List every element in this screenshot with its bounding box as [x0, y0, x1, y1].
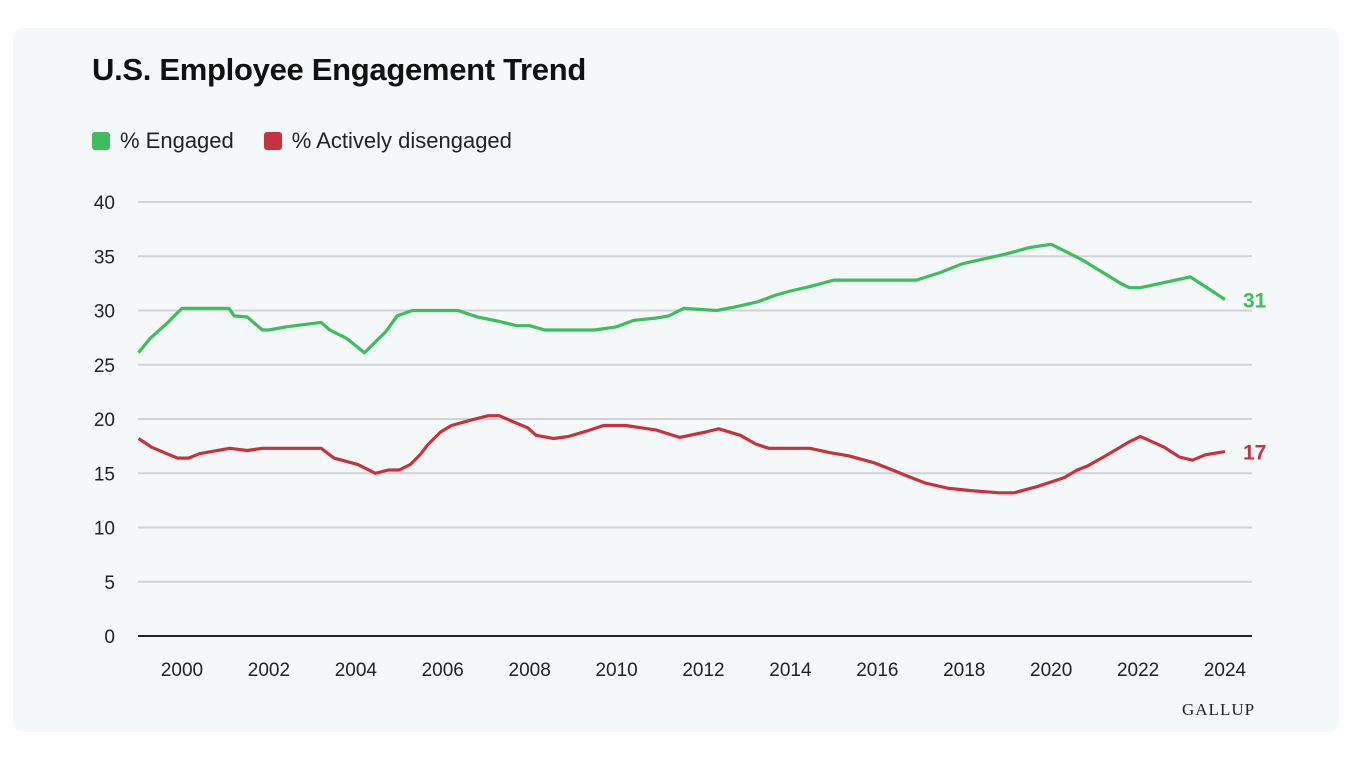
disengaged-end-label: 17 [1243, 442, 1266, 465]
y-tick-label: 35 [94, 247, 115, 268]
x-tick-label: 2022 [1117, 660, 1159, 681]
y-tick-label: 15 [94, 464, 115, 485]
x-tick-label: 2018 [943, 660, 985, 681]
chart-card [13, 28, 1339, 732]
y-tick-label: 40 [94, 193, 115, 214]
legend-item-disengaged: % Actively disengaged [263, 128, 512, 154]
x-tick-label: 2008 [509, 660, 551, 681]
y-tick-label: 20 [94, 410, 115, 431]
chart-title: U.S. Employee Engagement Trend [92, 52, 587, 87]
x-tick-label: 2010 [595, 660, 637, 681]
legend-swatch-disengaged [263, 132, 282, 150]
legend-label-disengaged: % Actively disengaged [291, 128, 512, 153]
x-tick-label: 2006 [422, 660, 464, 681]
x-tick-label: 2024 [1204, 660, 1247, 681]
y-tick-label: 25 [94, 356, 115, 377]
legend-swatch-engaged [92, 132, 110, 150]
legend: % Engaged % Actively disengaged [92, 128, 512, 154]
x-tick-label: 2012 [682, 660, 724, 681]
x-tick-label: 2002 [248, 660, 290, 681]
y-tick-label: 0 [104, 627, 115, 648]
x-tick-label: 2016 [856, 660, 898, 681]
y-tick-label: 5 [104, 573, 115, 594]
legend-label-engaged: % Engaged [120, 128, 234, 153]
engaged-end-label: 31 [1243, 290, 1267, 313]
x-tick-label: 2004 [335, 660, 378, 681]
x-tick-label: 2014 [769, 660, 812, 681]
source-logo: GALLUP [1182, 700, 1256, 719]
y-tick-label: 10 [94, 519, 115, 540]
engaged-line [137, 242, 1226, 355]
legend-item-engaged: % Engaged [92, 128, 234, 154]
x-tick-label: 2020 [1030, 660, 1072, 681]
y-tick-label: 30 [94, 302, 115, 323]
disengaged-line [137, 414, 1226, 495]
x-tick-label: 2000 [161, 660, 203, 681]
